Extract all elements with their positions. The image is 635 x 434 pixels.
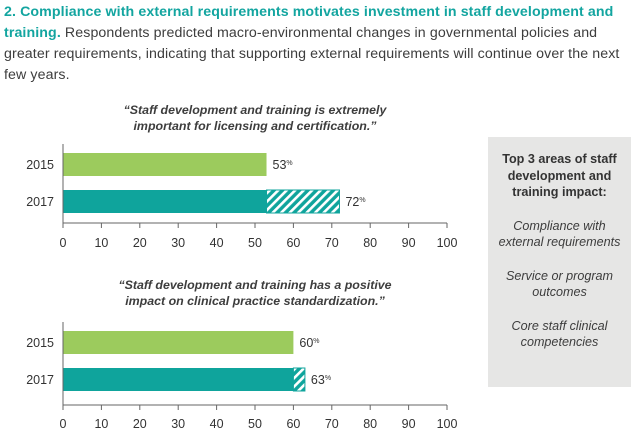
chart-1-title-line-2: important for licensing and certificatio…: [133, 119, 377, 133]
chart-1-value-label-2017: 72%: [345, 195, 365, 209]
chart-1-tick-label-20: 20: [133, 236, 147, 250]
sidebar-item-service-outcomes: Service or program outcomes: [505, 268, 614, 300]
sidebar-item-clinical-competencies: Core staff clinical competencies: [511, 318, 608, 350]
chart-2-tick-label-80: 80: [363, 417, 377, 431]
chart-2-tick-label-10: 10: [94, 417, 108, 431]
chart-2-category-label-2015: 2015: [26, 336, 54, 350]
chart-1-title-line-1: “Staff development and training is extre…: [124, 103, 388, 117]
sidebar-title: Top 3 areas of staff development and tra…: [502, 152, 617, 199]
chart-2-title-line-2: impact on clinical practice standardizat…: [125, 294, 385, 308]
chart-1-bar-2017-increase: [266, 189, 340, 214]
chart-2-tick-label-100: 100: [437, 417, 458, 431]
chart-1-tick-label-60: 60: [286, 236, 300, 250]
chart-2-title-line-1: “Staff development and training has a po…: [118, 278, 391, 292]
chart-1-category-label-2017: 2017: [26, 195, 54, 209]
chart-2-tick-label-20: 20: [133, 417, 147, 431]
chart-2-value-label-2015: 60%: [299, 336, 319, 350]
chart-1-tick-label-80: 80: [363, 236, 377, 250]
chart-1-tick-label-90: 90: [402, 236, 416, 250]
chart-2-bar-2015: [63, 331, 294, 354]
chart-2-tick-label-30: 30: [171, 417, 185, 431]
chart-1-tick-label-30: 30: [171, 236, 185, 250]
chart-1-tick-label-100: 100: [437, 236, 458, 250]
chart-1-bar-2017: [63, 190, 267, 213]
chart-1-bar-2015: [63, 153, 267, 176]
chart-2-bar-2017-increase: [292, 367, 306, 392]
chart-2-tick-label-50: 50: [248, 417, 262, 431]
chart-2-value-label-2017: 63%: [311, 373, 331, 387]
chart-1-tick-label-0: 0: [60, 236, 67, 250]
chart-1-tick-label-50: 50: [248, 236, 262, 250]
intro-paragraph: 2. Compliance with external requirements…: [4, 2, 629, 86]
chart-1-tick-label-40: 40: [210, 236, 224, 250]
section-heading: 2. Compliance with external requirements…: [4, 4, 614, 41]
chart-1-tick-label-70: 70: [325, 236, 339, 250]
chart-2-tick-label-0: 0: [60, 417, 67, 431]
sidebar-item-compliance: Compliance with external requirements: [498, 218, 621, 250]
chart-1-value-label-2015: 53%: [273, 158, 293, 172]
chart-2-tick-label-90: 90: [402, 417, 416, 431]
impact-sidebar: Top 3 areas of staff development and tra…: [488, 137, 631, 387]
chart-2-bar-2017: [63, 368, 294, 391]
chart-2-tick-label-40: 40: [210, 417, 224, 431]
chart-1-tick-label-10: 10: [94, 236, 108, 250]
chart-2-tick-label-60: 60: [286, 417, 300, 431]
chart-2-tick-label-70: 70: [325, 417, 339, 431]
chart-1-category-label-2015: 2015: [26, 158, 54, 172]
chart-2-category-label-2017: 2017: [26, 373, 54, 387]
intro-body: Respondents predicted macro-environmenta…: [4, 25, 620, 83]
